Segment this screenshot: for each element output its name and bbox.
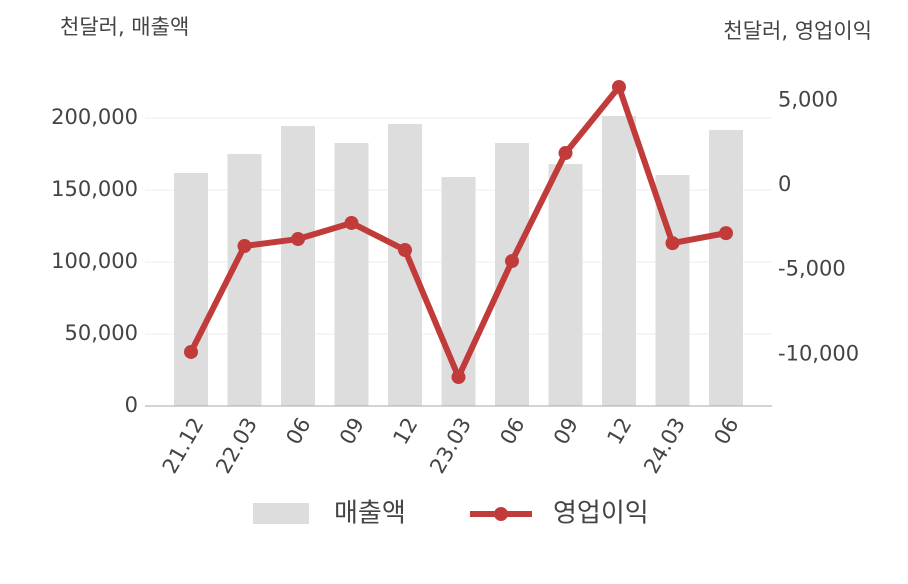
- point: [612, 79, 626, 94]
- x-tick-label: 12: [388, 414, 422, 449]
- y-tick-label: 0: [125, 393, 138, 417]
- point: [398, 243, 412, 258]
- point: [719, 226, 733, 241]
- y-axis-label: 천달러, 매출액: [60, 15, 189, 39]
- legend-label: 매출액: [334, 499, 406, 529]
- bar: [174, 173, 208, 406]
- x-tick-label: 22.03: [211, 414, 262, 478]
- point: [344, 215, 359, 230]
- bar: [495, 143, 529, 406]
- y2-axis-label: 천달러, 영업이익: [723, 19, 872, 43]
- bar: [709, 129, 743, 406]
- point: [665, 236, 680, 251]
- x-tick-label: 06: [709, 414, 743, 449]
- point: [505, 254, 519, 269]
- legend-label: 영업이익: [553, 499, 649, 529]
- x-tick-label: 06: [495, 414, 529, 449]
- y2-tick-label: -5,000: [778, 257, 846, 281]
- point: [451, 370, 466, 385]
- legend-swatch: [253, 503, 309, 524]
- x-tick-label: 06: [281, 414, 315, 449]
- x-tick-label: 24.03: [639, 414, 690, 478]
- x-tick-label: 23.03: [425, 414, 476, 478]
- bar: [548, 164, 583, 406]
- y2-tick-label: 0: [778, 172, 791, 196]
- bar: [227, 154, 262, 406]
- point: [291, 232, 305, 247]
- y-tick-label: 150,000: [51, 177, 138, 201]
- point: [237, 238, 252, 253]
- x-tick-label: 09: [549, 414, 583, 449]
- y2-tick-label: 5,000: [778, 87, 838, 111]
- x-tick-label: 09: [335, 414, 369, 449]
- x-tick-label: 21.12: [158, 414, 209, 478]
- x-tick-label: 12: [602, 414, 636, 449]
- point: [558, 146, 573, 161]
- bar: [388, 124, 422, 406]
- y-tick-label: 50,000: [65, 321, 138, 345]
- bar: [334, 143, 369, 406]
- bar: [441, 177, 476, 406]
- legend-swatch: [494, 507, 508, 521]
- y-tick-label: 200,000: [51, 105, 138, 129]
- point: [184, 344, 198, 359]
- bar: [602, 115, 636, 406]
- y2-tick-label: -10,000: [778, 341, 859, 365]
- y-tick-label: 100,000: [51, 249, 138, 273]
- bar: [281, 126, 315, 407]
